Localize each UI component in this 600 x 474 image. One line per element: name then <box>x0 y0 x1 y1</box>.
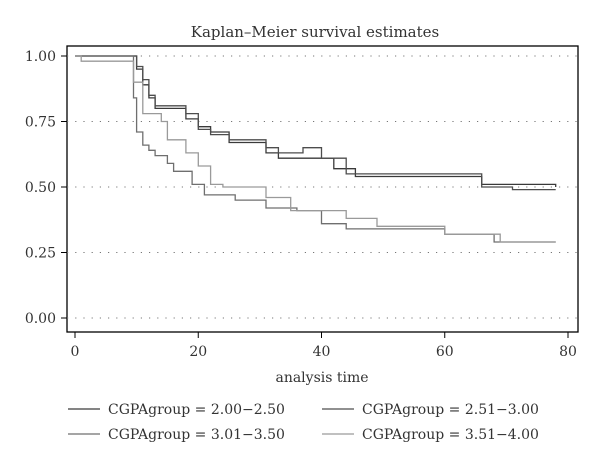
legend-entry-3: CGPAgroup = 3.01−3.50 <box>108 427 285 443</box>
x-tick-label: 20 <box>189 344 207 360</box>
y-tick-label: 0.75 <box>25 115 56 131</box>
x-tick-label: 80 <box>559 344 577 360</box>
axes: 0.00 0.25 0.50 0.75 1.00 0 20 40 60 80 <box>25 49 577 360</box>
plot-frame <box>66 45 579 333</box>
legend-entry-2: CGPAgroup = 2.51−3.00 <box>362 402 539 418</box>
series-line-3 <box>75 55 556 243</box>
legend: CGPAgroup = 2.00−2.50 CGPAgroup = 2.51−3.… <box>68 402 539 443</box>
x-tick-label: 0 <box>71 344 80 360</box>
y-tick-label: 0.50 <box>25 180 56 196</box>
y-tick-label: 1.00 <box>25 49 56 65</box>
series-line-1 <box>75 55 557 187</box>
x-tick-label: 60 <box>436 344 454 360</box>
y-tick-label: 0.00 <box>25 311 56 327</box>
series-line-2 <box>75 55 556 191</box>
y-tick-label: 0.25 <box>25 246 56 262</box>
series-line-4 <box>75 55 556 243</box>
x-tick-label: 40 <box>313 344 331 360</box>
legend-entry-4: CGPAgroup = 3.51−4.00 <box>362 427 539 443</box>
x-axis-label: analysis time <box>275 370 368 386</box>
legend-entry-1: CGPAgroup = 2.00−2.50 <box>108 402 285 418</box>
chart-title: Kaplan–Meier survival estimates <box>191 23 439 41</box>
series-group <box>75 55 557 243</box>
